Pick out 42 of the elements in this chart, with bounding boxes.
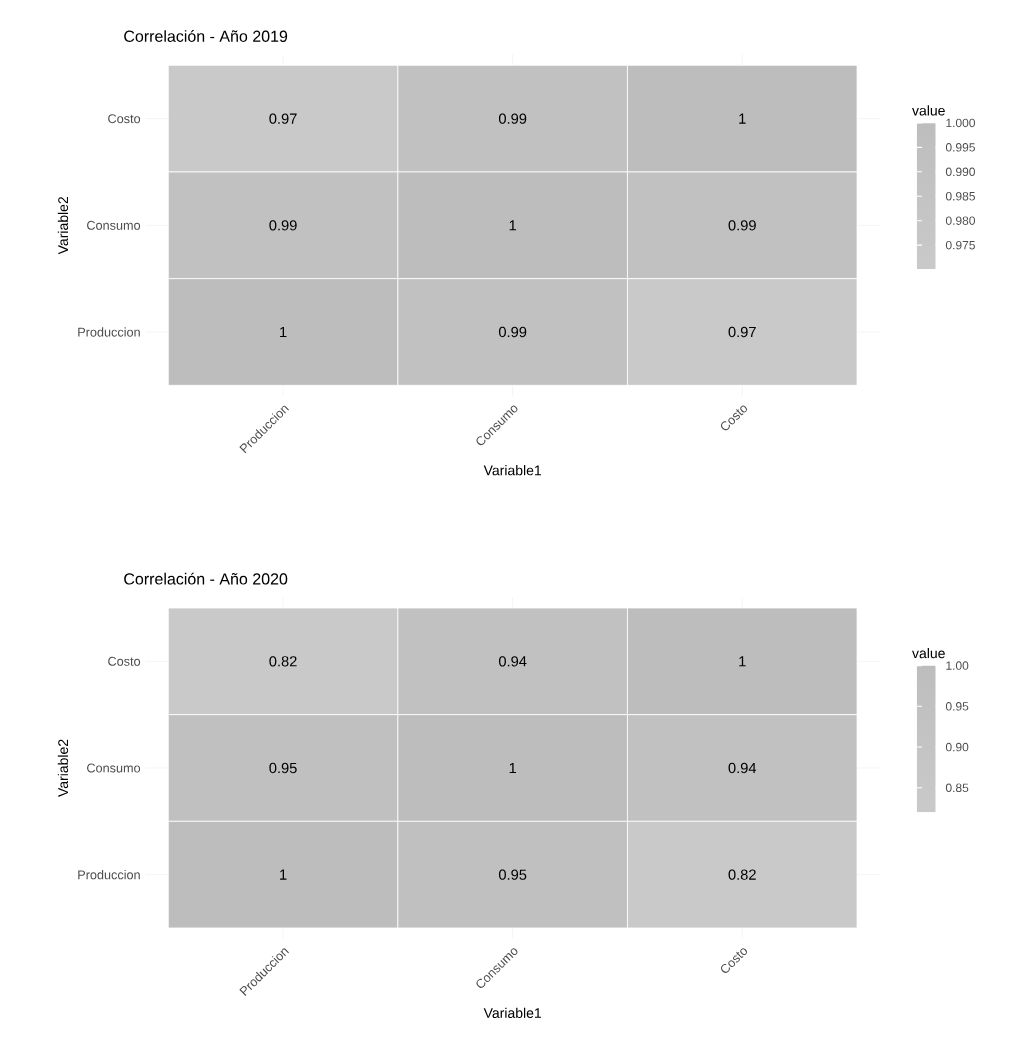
data-label: 1 (509, 220, 516, 231)
color-bar-label: 1.00 (946, 661, 969, 670)
data-label: 0.95 (498, 869, 527, 880)
data-label: 0.94 (728, 762, 756, 774)
x-axis-title: Variable1 (483, 465, 541, 476)
data-label: 1 (279, 869, 287, 880)
data-label: 1 (279, 326, 287, 338)
color-bar-label: 0.975 (945, 240, 975, 250)
data-label: 1 (739, 656, 746, 667)
y-tick-label: Costo (108, 114, 140, 124)
data-label: 0.82 (728, 869, 756, 880)
color-bar-label: 1.000 (946, 118, 975, 128)
color-bar-title: value (911, 647, 945, 659)
color-bar-label: 0.990 (945, 167, 975, 177)
y-tick-label: Produccion (78, 870, 140, 880)
color-bar-label: 0.980 (945, 216, 975, 225)
x-axis-title: Variable1 (483, 1007, 541, 1018)
data-label: 0.94 (498, 656, 527, 667)
color-bar-label: 0.995 (945, 143, 975, 152)
y-tick-label: Consumo (86, 763, 140, 773)
data-label: 0.99 (728, 220, 756, 231)
data-label: 0.95 (269, 762, 297, 774)
color-bar-title: value (911, 105, 945, 116)
y-axis-title: Variable2 (57, 739, 68, 797)
y-tick-label: Costo (108, 656, 140, 666)
data-label: 0.97 (269, 113, 297, 124)
data-label: 0.97 (728, 326, 756, 338)
chart-title: Correlación - Año 2020 (124, 572, 288, 585)
color-bar-label: 0.985 (945, 191, 975, 201)
y-axis-title: Variable2 (57, 196, 68, 255)
data-label: 0.99 (269, 220, 297, 231)
y-tick-label: Produccion (78, 327, 140, 337)
data-label: 0.99 (498, 113, 527, 124)
color-bar-label: 0.95 (945, 702, 969, 711)
color-bar-label: 0.85 (945, 783, 969, 793)
data-label: 0.99 (498, 326, 527, 338)
data-label: 1 (739, 113, 746, 124)
color-bar-label: 0.90 (945, 742, 969, 752)
data-label: 0.82 (269, 656, 297, 667)
y-tick-label: Consumo (86, 220, 140, 230)
data-label: 1 (509, 762, 516, 774)
chart-title: Correlación - Año 2019 (124, 30, 287, 42)
